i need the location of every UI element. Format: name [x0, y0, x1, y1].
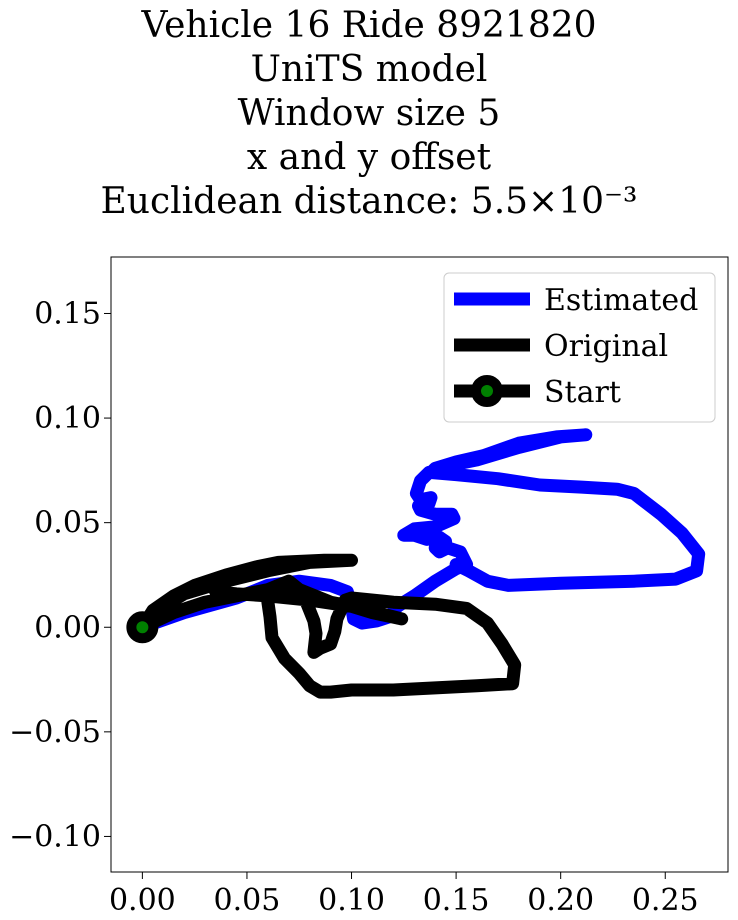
legend-label-estimated: Estimated — [544, 283, 698, 318]
title-line-3: Window size 5 — [237, 93, 501, 134]
chart-title: Vehicle 16 Ride 8921820 UniTS model Wind… — [0, 4, 738, 224]
series-layer — [126, 428, 706, 699]
title-line-5: Euclidean distance: 5.5×10⁻³ — [100, 181, 638, 222]
start-point-marker — [126, 611, 159, 644]
legend-label-start: Start — [544, 375, 621, 410]
y-tick-label: 0.10 — [34, 401, 101, 436]
legend-label-original: Original — [544, 329, 668, 364]
y-tick-label: −0.05 — [9, 715, 101, 750]
title-line-2: UniTS model — [250, 49, 488, 90]
x-tick-label: 0.15 — [423, 883, 490, 918]
y-axis-ticks: −0.10 −0.05 0.00 0.05 0.10 0.15 — [9, 296, 111, 854]
legend: Estimated Original Start — [443, 272, 716, 423]
y-tick-label: 0.00 — [34, 610, 101, 645]
series-line-original — [135, 553, 522, 699]
title-line-4: x and y offset — [246, 137, 492, 178]
x-tick-label: 0.10 — [318, 883, 385, 918]
y-tick-label: 0.15 — [34, 296, 101, 331]
x-tick-label: 0.00 — [109, 883, 176, 918]
plot-frame — [110, 256, 729, 873]
y-tick-label: −0.10 — [9, 819, 101, 854]
title-line-1: Vehicle 16 Ride 8921820 — [141, 5, 597, 46]
x-tick-label: 0.20 — [527, 883, 594, 918]
x-tick-label: 0.05 — [214, 883, 281, 918]
x-axis-ticks: 0.00 0.05 0.10 0.15 0.20 0.25 — [109, 872, 699, 918]
y-tick-label: 0.05 — [34, 506, 101, 541]
x-tick-label: 0.25 — [632, 883, 699, 918]
legend-marker-start — [471, 375, 503, 407]
